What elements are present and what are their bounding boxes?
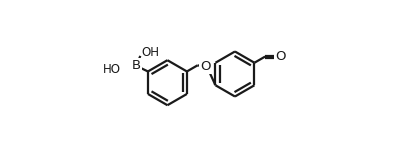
Text: B: B	[131, 59, 140, 72]
Text: HO: HO	[103, 63, 121, 76]
Text: OH: OH	[141, 46, 159, 59]
Text: O: O	[200, 60, 210, 73]
Text: O: O	[275, 50, 286, 63]
